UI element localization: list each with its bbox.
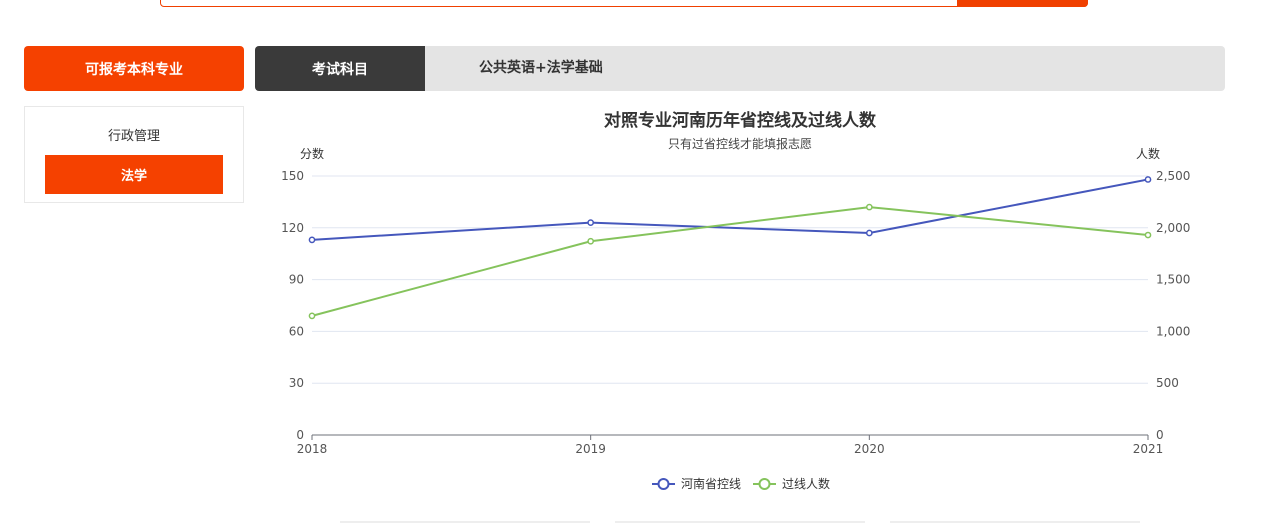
y-left-tick-label: 120 xyxy=(281,221,304,235)
y-right-tick-label: 1,000 xyxy=(1156,324,1190,338)
y-right-tick-label: 2,500 xyxy=(1156,169,1190,183)
y-right-tick-label: 1,500 xyxy=(1156,273,1190,287)
exam-subjects-label: 考试科目 xyxy=(255,46,425,91)
y-right-tick-label: 500 xyxy=(1156,376,1179,390)
series-1-point xyxy=(1144,176,1152,183)
y-left-tick-label: 60 xyxy=(289,324,304,338)
major-item-law-active[interactable]: 法学 xyxy=(45,155,223,194)
y-right-axis-label: 人数 xyxy=(1136,146,1160,161)
legend-item-1-marker xyxy=(657,478,670,490)
series-line-2 xyxy=(311,206,1149,317)
x-tick-label: 2019 xyxy=(575,442,606,456)
y-right-tick-label: 2,000 xyxy=(1156,221,1190,235)
legend-item-2-label: 过线人数 xyxy=(782,476,830,491)
y-left-axis-label: 分数 xyxy=(300,146,324,161)
chart-title: 对照专业河南历年省控线及过线人数 xyxy=(604,110,877,131)
y-left-tick-label: 150 xyxy=(281,169,304,183)
y-right-tick-label: 0 xyxy=(1156,428,1164,442)
exam-subjects-bar: 考试科目 公共英语+法学基础 xyxy=(255,46,1225,91)
series-2-point xyxy=(865,203,873,211)
series-1-point xyxy=(865,229,873,237)
x-tick-label: 2020 xyxy=(854,442,885,456)
series-1-point xyxy=(308,236,316,244)
exam-subjects-value: 公共英语+法学基础 xyxy=(479,60,603,76)
legend-item-2-marker xyxy=(758,478,771,490)
bottom-divider-1 xyxy=(340,521,590,523)
y-left-tick-label: 90 xyxy=(289,273,304,287)
series-2-point xyxy=(587,237,595,245)
major-list: 行政管理 法学 xyxy=(24,106,244,203)
series-2-point xyxy=(1144,231,1152,239)
x-tick-label: 2021 xyxy=(1133,442,1164,456)
major-item-admin[interactable]: 行政管理 xyxy=(107,129,160,144)
tab-available-majors-label: 可报考本科专业 xyxy=(85,61,183,78)
chart-subtitle: 只有过省控线才能填报志愿 xyxy=(668,136,812,151)
bottom-divider-3 xyxy=(890,521,1140,523)
bottom-divider-2 xyxy=(615,521,865,523)
tab-available-majors[interactable]: 可报考本科专业 xyxy=(24,46,244,91)
y-left-tick-label: 0 xyxy=(296,428,304,442)
series-2-point xyxy=(308,312,316,320)
series-1-point xyxy=(587,219,595,226)
search-box[interactable] xyxy=(160,0,1088,7)
search-button[interactable] xyxy=(957,0,1088,7)
major-item-law-label: 法学 xyxy=(120,169,147,184)
y-left-tick-label: 30 xyxy=(289,376,304,390)
legend-item-1-label: 河南省控线 xyxy=(681,476,741,491)
x-tick-label: 2018 xyxy=(297,442,328,456)
series-line-1 xyxy=(311,178,1149,241)
chart-container: 对照专业河南历年省控线及过线人数只有过省控线才能填报志愿分数 人数 0 30 60 90 1… xyxy=(255,100,1225,510)
